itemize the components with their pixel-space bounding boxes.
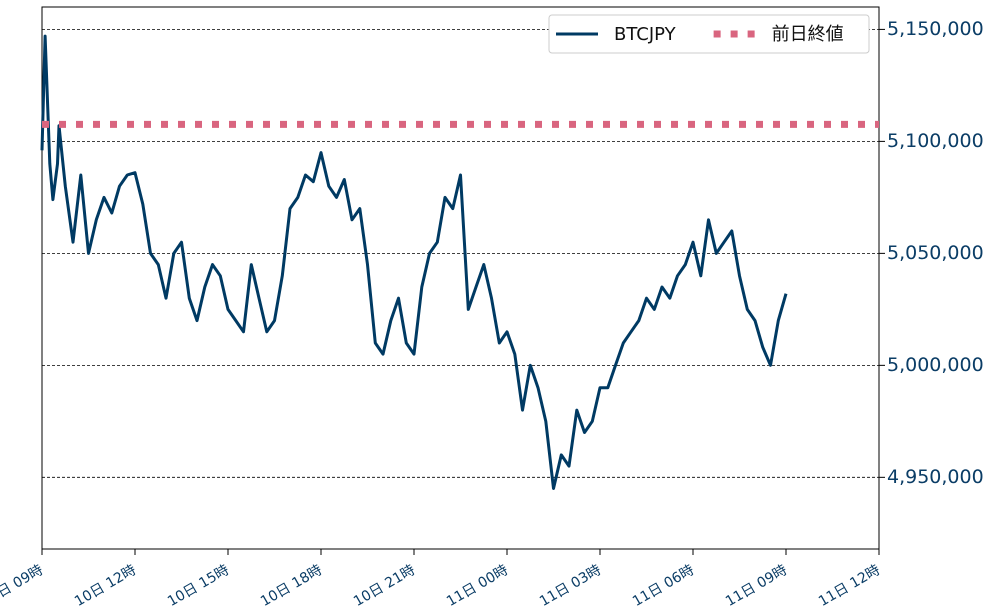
x-tick-label: 11日 03時 — [537, 562, 604, 610]
legend-label: 前日終値 — [772, 24, 844, 45]
x-tick-label: 10日 21時 — [351, 562, 418, 610]
price-line — [40, 34, 788, 490]
x-tick-label: 10日 12時 — [72, 562, 139, 610]
x-tick-label: 11日 09時 — [723, 562, 790, 610]
x-tick-label: 10日 15時 — [165, 562, 232, 610]
y-tick-label: 4,950,000 — [887, 466, 984, 488]
legend-label: BTCJPY — [614, 24, 677, 45]
y-tick-label: 5,100,000 — [887, 130, 984, 152]
y-tick-label: 5,050,000 — [887, 242, 984, 264]
x-tick-label: 10日 18時 — [258, 562, 325, 610]
x-tick-label: 11日 06時 — [630, 562, 697, 610]
x-tick-label: 11日 12時 — [816, 562, 883, 610]
plot-frame — [41, 6, 880, 550]
x-tick-label: 11日 00時 — [444, 562, 511, 610]
legend-box — [548, 14, 870, 54]
y-tick-label: 5,000,000 — [887, 354, 984, 376]
y-tick-label: 5,150,000 — [887, 18, 984, 40]
legend: BTCJPY 前日終値 — [548, 14, 870, 54]
x-tick-label: 10日 09時 — [0, 562, 46, 610]
